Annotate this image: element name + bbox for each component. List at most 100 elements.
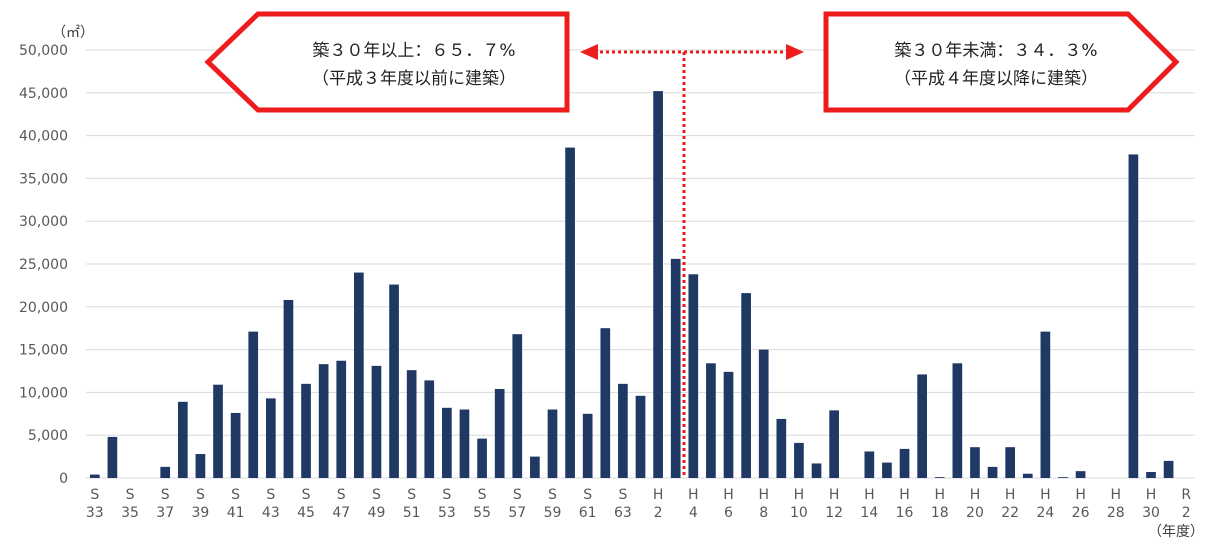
bar-H12 [829, 410, 839, 478]
x-tick-year: 59 [544, 505, 562, 521]
bar-S54 [459, 409, 470, 478]
bar-S46 [318, 364, 329, 478]
x-tick-era: S [161, 487, 170, 503]
x-tick-era: S [90, 487, 99, 503]
bar-S59 [547, 409, 558, 478]
x-tick-year: 37 [156, 505, 174, 521]
bar-H16 [899, 448, 910, 478]
bar-H31 [1163, 460, 1174, 478]
bar-H18 [934, 477, 945, 478]
bar-H20 [970, 447, 980, 478]
x-tick-era: H [829, 487, 840, 503]
x-tick-year: 2 [1182, 505, 1191, 521]
x-tick-era: H [970, 487, 981, 503]
bar-H11 [811, 463, 822, 478]
x-tick-era: S [548, 487, 557, 503]
x-tick-year: 51 [403, 505, 421, 521]
x-tick-year: 39 [192, 505, 210, 521]
bar-S61 [582, 413, 593, 478]
x-tick-era: H [899, 487, 910, 503]
bar-H5 [706, 363, 716, 478]
x-tick-era: H [653, 487, 664, 503]
bar-S56 [494, 388, 505, 478]
bar-S38 [177, 401, 188, 478]
x-tick-year: 26 [1072, 505, 1090, 521]
bars [89, 91, 1174, 479]
x-tick-era: H [934, 487, 945, 503]
callout-right-line2: （平成４年度以降に建築） [894, 69, 1098, 89]
bar-S53 [442, 407, 452, 478]
bar-S52 [424, 380, 435, 478]
x-axis-label: （年度） [1148, 524, 1204, 540]
x-tick-era: H [758, 487, 769, 503]
x-tick-year: 55 [473, 505, 491, 521]
x-tick-year: 57 [508, 505, 526, 521]
x-tick-era: H [688, 487, 699, 503]
bar-H8 [758, 349, 769, 478]
x-tick-era: S [196, 487, 205, 503]
bar-H30 [1146, 472, 1156, 478]
bar-S37 [160, 466, 171, 478]
bar-S34 [107, 436, 118, 478]
bar-H19 [952, 363, 963, 478]
x-tick-year: 63 [614, 505, 632, 521]
bar-S63 [618, 383, 628, 478]
x-tick-year: 12 [825, 505, 843, 521]
y-tick-label: 30,000 [19, 214, 68, 230]
bar-H29 [1128, 154, 1139, 478]
x-tick-era: S [513, 487, 522, 503]
callout-left-line1: 築３０年以上：６５．７% [312, 41, 515, 61]
callout-right: 築３０年未満：３４．３% （平成４年度以降に建築） [823, 11, 1180, 113]
callout-right-line1: 築３０年未満：３４．３% [894, 41, 1097, 61]
bar-S48 [354, 272, 364, 478]
x-tick-era: R [1181, 487, 1191, 503]
y-axis-ticks: 0 5,000 10,000 15,000 20,000 25,000 30,000 35,0… [19, 43, 68, 487]
x-tick-era: S [407, 487, 416, 503]
x-tick-era: S [442, 487, 451, 503]
bar-S50 [389, 284, 399, 478]
x-tick-year: 53 [438, 505, 456, 521]
x-tick-year: 28 [1107, 505, 1125, 521]
bar-S33 [89, 474, 100, 478]
bar-H7 [741, 293, 751, 478]
bar-H3 [670, 258, 681, 478]
x-tick-era: H [1075, 487, 1086, 503]
bar-S47 [336, 360, 347, 478]
bar-S58 [530, 456, 540, 478]
bar-H17 [917, 374, 927, 478]
x-tick-era: S [372, 487, 381, 503]
x-tick-era: S [266, 487, 275, 503]
x-tick-year: 35 [121, 505, 139, 521]
bar-H14 [864, 451, 875, 478]
x-tick-year: 2 [654, 505, 663, 521]
x-tick-era: S [231, 487, 240, 503]
y-tick-label: 20,000 [19, 300, 68, 316]
x-axis-ticks: S 33 S 35 S 37 S 39 S 41 S 43 S 45 S 47 S 49 S 51 S 53 S 55 S 57 S… [86, 487, 1191, 521]
y-tick-label: 40,000 [19, 129, 68, 145]
x-tick-year: 61 [579, 505, 597, 521]
bar-S45 [301, 383, 311, 478]
x-tick-era: H [1040, 487, 1051, 503]
x-tick-year: 47 [332, 505, 350, 521]
bar-S41 [230, 412, 241, 478]
y-tick-label: 25,000 [19, 257, 68, 273]
bar-H10 [794, 442, 804, 478]
x-tick-year: 10 [790, 505, 808, 521]
x-tick-year: 43 [262, 505, 280, 521]
bar-H24 [1040, 331, 1051, 478]
x-tick-year: 45 [297, 505, 315, 521]
x-tick-year: 49 [368, 505, 386, 521]
bar-S39 [195, 454, 206, 478]
x-tick-year: 22 [1001, 505, 1019, 521]
x-tick-era: S [337, 487, 346, 503]
bar-S51 [406, 370, 417, 478]
x-tick-year: 33 [86, 505, 104, 521]
x-tick-era: H [1111, 487, 1122, 503]
x-tick-year: 6 [724, 505, 733, 521]
bar-H2 [653, 91, 663, 478]
x-tick-era: S [618, 487, 627, 503]
x-tick-year: 14 [860, 505, 878, 521]
x-tick-era: H [864, 487, 875, 503]
x-tick-year: 8 [759, 505, 768, 521]
bar-H22 [1005, 447, 1016, 478]
